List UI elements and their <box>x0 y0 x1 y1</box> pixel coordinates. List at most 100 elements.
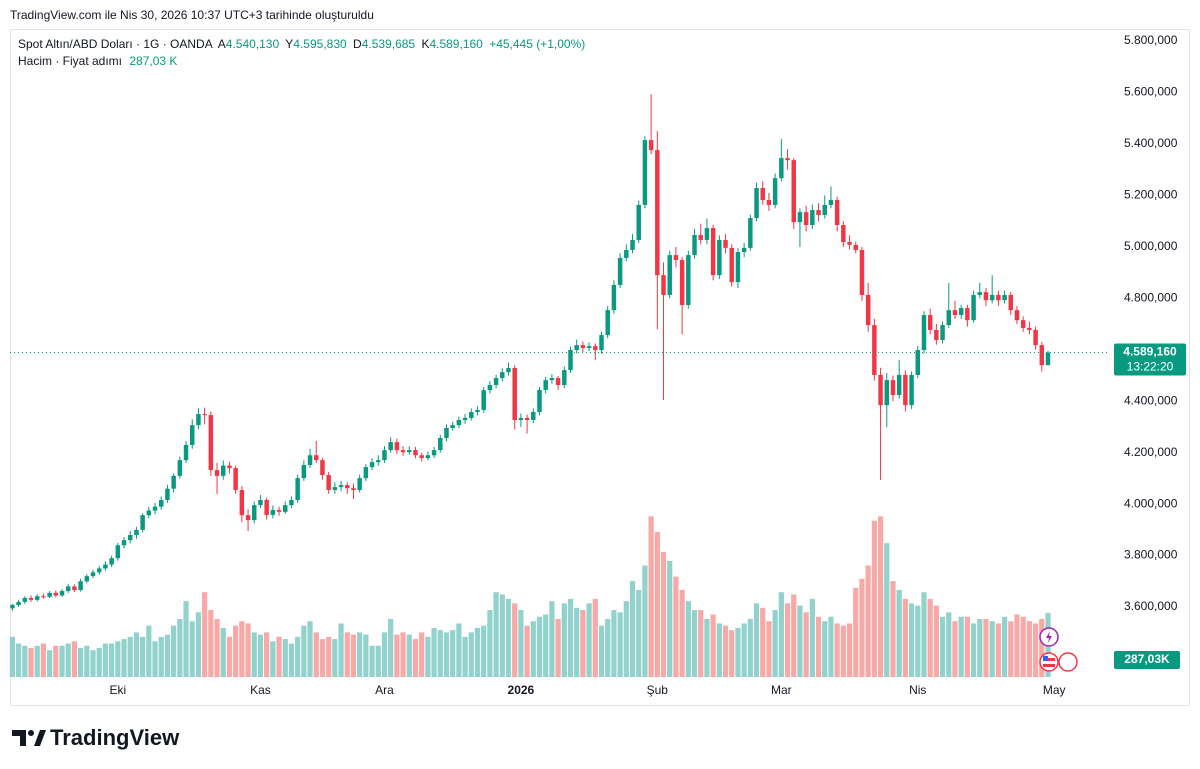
volume-bar <box>778 592 784 677</box>
volume-bar <box>1026 621 1032 677</box>
event-icon[interactable] <box>1058 652 1078 672</box>
candle-body <box>543 380 548 390</box>
logo-mark <box>28 730 34 736</box>
logo-text: TradingView <box>50 725 180 750</box>
volume-bar <box>679 589 685 677</box>
candle-body <box>586 346 592 348</box>
lightning <box>1046 631 1052 643</box>
candle-body <box>958 308 964 316</box>
candle-body <box>1020 320 1026 328</box>
candle-body <box>469 412 474 418</box>
candle-body <box>679 259 685 306</box>
volume-bar <box>865 565 871 677</box>
candle-body <box>549 378 555 381</box>
candle-body <box>611 284 617 311</box>
volume-bar <box>791 594 797 677</box>
caption: TradingView.com ile Nis 30, 2026 10:37 U… <box>10 8 374 22</box>
volume-bar <box>344 632 350 677</box>
candle-body <box>605 310 610 336</box>
candle-body <box>754 187 759 219</box>
volume-bar <box>505 598 512 677</box>
volume-bar <box>840 625 846 677</box>
low-value: 4.539,685 <box>362 37 416 51</box>
volume-bar <box>617 612 623 677</box>
volume-bar <box>1008 621 1014 677</box>
volume-bar <box>710 614 716 677</box>
volume-bar <box>15 643 22 677</box>
volume-bar <box>735 627 741 677</box>
volume-bar <box>456 623 462 677</box>
candle-body <box>574 345 579 351</box>
logo-mark <box>12 730 26 746</box>
volume-value-box <box>1114 651 1180 669</box>
volume-bar <box>474 627 481 677</box>
candle-body <box>952 310 958 316</box>
volume-bar <box>9 636 16 677</box>
candle-body <box>983 292 989 301</box>
volume-bar <box>983 618 989 677</box>
candle-body <box>28 598 34 600</box>
candle-body <box>735 252 741 283</box>
x-tick-label: Nis <box>909 683 926 697</box>
candle-body <box>295 478 300 501</box>
candle-body <box>710 228 716 276</box>
candle-body <box>369 462 375 468</box>
candle-body <box>146 510 152 516</box>
candle-body <box>599 335 604 351</box>
event-icons <box>1039 627 1078 672</box>
y-tick-label: 3.800,000 <box>1124 548 1178 562</box>
event-icon[interactable] <box>1039 652 1059 672</box>
candle-body <box>667 255 672 295</box>
volume-bar <box>59 645 65 677</box>
volume-bar <box>939 616 946 677</box>
candle-body <box>22 598 28 602</box>
volume-bar <box>233 625 239 677</box>
candle-body <box>872 325 877 375</box>
candle-body <box>252 505 257 521</box>
volume-bar <box>797 605 803 677</box>
volume-bar <box>295 636 301 677</box>
volume-bar <box>890 581 896 677</box>
candle-body <box>258 500 263 506</box>
volume-bar <box>394 634 400 677</box>
volume-bar <box>332 639 338 677</box>
volume-bar <box>71 641 78 677</box>
countdown: 13:22:20 <box>1127 360 1174 374</box>
candle-body <box>816 210 821 215</box>
candle-body <box>233 468 238 490</box>
candle-body <box>152 506 158 511</box>
candle-body <box>853 244 858 250</box>
candle-body <box>822 204 827 215</box>
candle-body <box>121 540 127 546</box>
volume-bar <box>908 603 915 677</box>
candle-body <box>909 374 914 406</box>
volume-bar <box>605 618 611 677</box>
candle-body <box>915 350 920 375</box>
candle-body <box>791 160 796 223</box>
volume-bar <box>642 565 648 677</box>
volume-bar <box>846 623 853 677</box>
candle-body <box>537 389 542 413</box>
volume-bar <box>828 616 834 677</box>
candle-body <box>90 572 96 577</box>
candle-body <box>481 390 486 410</box>
volume-bar <box>264 632 270 677</box>
candle-body <box>828 200 834 205</box>
volume-bar <box>22 645 28 677</box>
candle-body <box>512 368 517 421</box>
candle-body <box>1014 310 1020 321</box>
candle-body <box>562 370 567 386</box>
candle-body <box>444 427 449 439</box>
candle-body <box>109 558 114 565</box>
volume-bar <box>102 643 109 677</box>
candle-body <box>301 465 307 479</box>
volume-bar <box>648 516 654 677</box>
volume-bar <box>698 610 704 677</box>
close-value: 4.589,160 <box>429 37 483 51</box>
y-tick-label: 5.200,000 <box>1124 188 1178 202</box>
candle-body <box>977 292 983 295</box>
candle-body <box>760 187 765 201</box>
volume-bar <box>815 616 822 677</box>
volume-bar <box>419 632 425 677</box>
volume-bar <box>921 592 927 677</box>
